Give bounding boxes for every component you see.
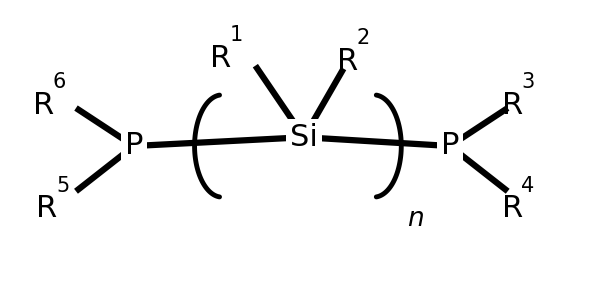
Text: 1: 1 — [229, 25, 243, 45]
Text: R: R — [36, 194, 58, 223]
Text: 6: 6 — [53, 72, 66, 92]
Text: P: P — [441, 131, 459, 161]
Text: 3: 3 — [521, 72, 534, 92]
Text: P: P — [125, 131, 143, 161]
Text: R: R — [33, 91, 55, 120]
Text: n: n — [407, 206, 424, 232]
Text: 4: 4 — [521, 176, 534, 196]
Text: 5: 5 — [56, 176, 69, 196]
Text: 2: 2 — [357, 28, 370, 48]
Text: Si: Si — [290, 123, 318, 152]
Text: R: R — [210, 44, 231, 73]
Text: R: R — [337, 47, 359, 76]
Text: R: R — [502, 91, 523, 120]
Text: R: R — [502, 194, 523, 223]
